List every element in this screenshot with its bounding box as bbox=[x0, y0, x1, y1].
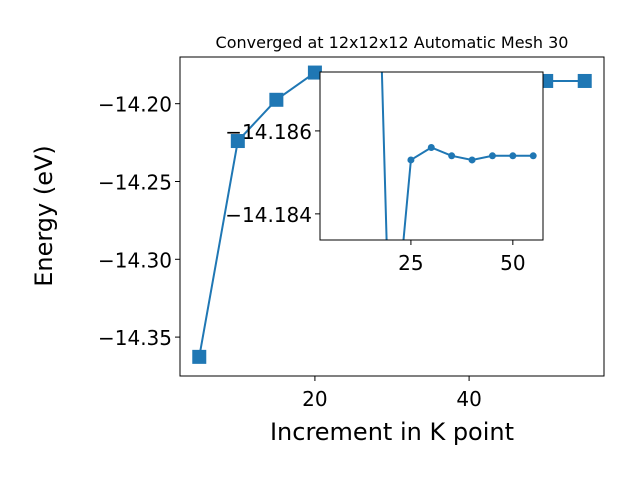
marker bbox=[468, 156, 476, 164]
y-tick-label: −14.20 bbox=[98, 93, 172, 117]
x-tick-label: 20 bbox=[302, 387, 327, 411]
x-tick-label: 25 bbox=[398, 251, 423, 275]
axes-frame bbox=[319, 71, 544, 241]
marker bbox=[529, 152, 537, 160]
plot-area bbox=[380, 72, 537, 383]
axes-frame bbox=[179, 56, 605, 377]
x-axis-label: Increment in K point bbox=[270, 418, 514, 446]
marker bbox=[488, 152, 496, 160]
marker bbox=[230, 134, 245, 149]
y-axis-label: Energy (eV) bbox=[30, 145, 58, 287]
y-tick-label: −14.186 bbox=[225, 120, 312, 144]
marker bbox=[509, 152, 517, 160]
y-tick-label: −14.35 bbox=[98, 326, 172, 350]
x-tick-label: 40 bbox=[456, 387, 481, 411]
x-tick-label: 50 bbox=[500, 251, 525, 275]
chart-title: Converged at 12x12x12 Automatic Mesh 30 bbox=[216, 33, 569, 52]
marker bbox=[577, 73, 592, 88]
marker bbox=[387, 376, 394, 383]
y-tick-label: −14.184 bbox=[225, 203, 312, 227]
marker bbox=[427, 143, 435, 151]
marker bbox=[407, 156, 415, 164]
y-tick-label: −14.30 bbox=[98, 248, 172, 272]
marker bbox=[448, 152, 456, 160]
y-tick-label: −14.25 bbox=[98, 170, 172, 194]
marker bbox=[192, 349, 207, 364]
marker bbox=[269, 92, 284, 107]
marker bbox=[307, 65, 322, 80]
